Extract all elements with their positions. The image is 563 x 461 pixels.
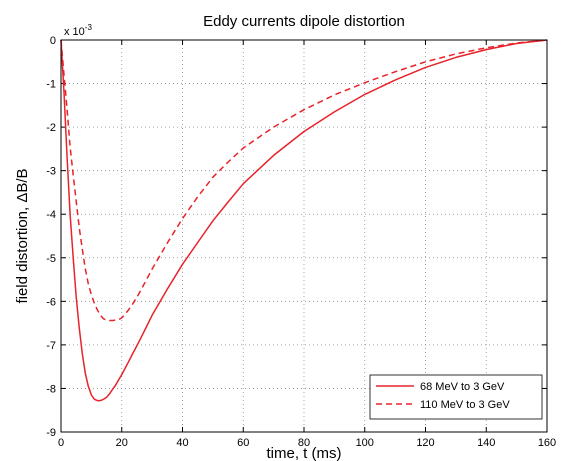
x-tick-label: 20	[116, 437, 128, 449]
y-axis-ticks: 0 -1 -2 -3 -4 -5 -6 -7 -8 -9	[46, 35, 547, 439]
x-tick-label: 0	[58, 437, 64, 449]
y-exponent-label: x 10-3	[64, 23, 92, 38]
x-tick-label: 60	[237, 437, 249, 449]
legend-entry-1: 68 MeV to 3 GeV	[420, 381, 505, 393]
x-tick-label: 120	[416, 437, 434, 449]
y-exponent-base: x 10	[64, 26, 85, 38]
x-tick-label: 80	[298, 437, 310, 449]
y-tick-label: -8	[46, 383, 56, 395]
x-tick-label: 140	[477, 437, 495, 449]
y-tick-label: -3	[46, 166, 56, 178]
y-tick-label: -9	[46, 427, 56, 439]
chart-title: Eddy currents dipole distortion	[203, 13, 405, 30]
y-exponent-power: -3	[85, 23, 93, 32]
legend-entry-2: 110 MeV to 3 GeV	[420, 399, 510, 411]
y-tick-label: -1	[46, 79, 56, 91]
x-tick-label: 40	[176, 437, 188, 449]
series-lines	[60, 39, 548, 402]
legend: 68 MeV to 3 GeV 110 MeV to 3 GeV	[369, 374, 543, 420]
plot-frame	[60, 39, 548, 433]
y-axis-label: field distortion, ΔB/B	[14, 168, 31, 303]
grid	[61, 40, 547, 432]
y-tick-label: 0	[50, 35, 56, 47]
series-line-1	[60, 39, 548, 402]
y-tick-label: -5	[46, 253, 56, 265]
y-tick-label: -4	[46, 209, 56, 221]
legend-box	[369, 374, 543, 420]
x-axis-label: time, t (ms)	[267, 445, 342, 461]
y-tick-label: -2	[46, 122, 56, 134]
y-tick-label: -7	[46, 340, 56, 352]
series-line-2	[60, 39, 548, 322]
x-axis-ticks: 0 20 40 60 80 100 120 140 160	[58, 40, 556, 449]
x-tick-label: 100	[356, 437, 374, 449]
x-tick-label: 160	[538, 437, 556, 449]
y-tick-label: -6	[46, 296, 56, 308]
